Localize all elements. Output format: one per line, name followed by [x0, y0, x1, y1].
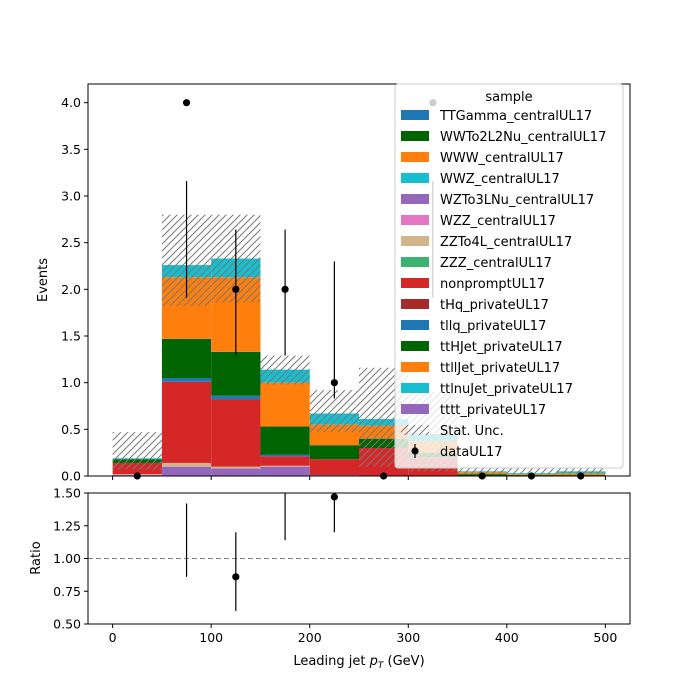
- ratio-y-tick-label: 0.50: [53, 617, 81, 632]
- ratio-point: [232, 573, 240, 581]
- x-axis-label: Leading jet pT (GeV): [293, 654, 424, 671]
- stat-unc-band-bin-0: [112, 432, 162, 470]
- bar-ZZTo4L_centralUL17-bin-1: [161, 462, 212, 467]
- stat-unc-band-bin-8: [506, 468, 557, 475]
- legend-label: ttHJet_privateUL17: [440, 340, 563, 355]
- stat-unc-band-bin-3: [260, 355, 310, 385]
- y-tick-label: 2.5: [61, 235, 81, 250]
- x-tick-label: 200: [298, 630, 322, 645]
- y-tick-label: 3.5: [61, 142, 81, 157]
- legend-label: tllq_privateUL17: [440, 319, 546, 334]
- y-tick-label: 0.0: [61, 469, 81, 484]
- x-tick-label: 400: [495, 630, 519, 645]
- bar-ttllJet_privateUL17-bin-3: [260, 382, 310, 427]
- legend-label: WWTo2L2Nu_centralUL17: [440, 130, 606, 145]
- y-tick-label: 1.5: [61, 329, 81, 344]
- x-tick-label: 0: [109, 630, 117, 645]
- bar-tllq_privateUL17-bin-2: [211, 395, 261, 400]
- legend-data-marker: [411, 447, 419, 455]
- bar-nonpromptUL17-bin-4: [309, 459, 359, 476]
- ratio-y-tick-label: 1.00: [53, 551, 81, 566]
- ratio-y-tick-label: 0.75: [53, 584, 81, 599]
- legend-box: [394, 83, 624, 469]
- x-tick-label: 100: [199, 630, 223, 645]
- bar-WZTo3LNu_centralUL17-bin-2: [211, 468, 261, 476]
- legend-swatch: [401, 110, 429, 120]
- y-tick-label: 3.0: [61, 189, 81, 204]
- legend-label: ttlnuJet_privateUL17: [440, 382, 573, 397]
- legend-swatch: [401, 299, 429, 309]
- legend-swatch: [401, 131, 429, 141]
- legend-label: tHq_privateUL17: [440, 298, 549, 313]
- legend-label: TTGamma_centralUL17: [439, 109, 592, 124]
- bar-nonpromptUL17-bin-2: [211, 399, 261, 467]
- legend-swatch: [401, 404, 429, 414]
- stat-unc-band-bin-9: [556, 468, 606, 475]
- legend-label: nonpromptUL17: [440, 277, 545, 292]
- legend-swatch: [401, 215, 429, 225]
- bar-ZZTo4L_centralUL17-bin-2: [211, 466, 261, 469]
- y-tick-label: 2.0: [61, 282, 81, 297]
- legend-swatch-stat-unc: [401, 425, 429, 435]
- ratio-panel: 0.50 0.75 1.00 1.25 1.50 0 100 200 300 400 500: [53, 486, 631, 645]
- legend-label: WZZ_centralUL17: [440, 214, 556, 229]
- bar-WZTo3LNu_centralUL17-bin-3: [260, 466, 310, 476]
- data-point: [330, 379, 338, 387]
- legend-label: ZZTo4L_centralUL17: [440, 235, 572, 250]
- bar-WZTo3LNu_centralUL17-bin-1: [161, 466, 212, 476]
- ratio-y-axis-label: Ratio: [29, 541, 44, 574]
- bar-tllq_privateUL17-bin-3: [260, 454, 310, 457]
- legend-swatch: [401, 236, 429, 246]
- legend-label: WWW_centralUL17: [440, 151, 564, 166]
- legend-label-data: dataUL17: [440, 445, 503, 460]
- stat-unc-band-bin-7: [457, 466, 507, 475]
- legend-label: ZZZ_centralUL17: [440, 256, 552, 271]
- legend-swatch: [401, 194, 429, 204]
- legend-label: tttt_privateUL17: [440, 403, 546, 418]
- y-tick-label: 0.5: [61, 422, 81, 437]
- legend-swatch: [401, 320, 429, 330]
- ratio-point: [330, 493, 338, 501]
- legend-label: ttllJet_privateUL17: [440, 361, 560, 376]
- legend-label: WZTo3LNu_centralUL17: [440, 193, 594, 208]
- legend-swatch: [401, 278, 429, 288]
- legend-label: WWZ_centralUL17: [440, 172, 560, 187]
- legend-swatch: [401, 257, 429, 267]
- legend-swatch: [401, 362, 429, 372]
- legend-swatch: [401, 152, 429, 162]
- legend-label-stat-unc: Stat. Unc.: [440, 424, 504, 439]
- x-tick-label: 300: [396, 630, 420, 645]
- y-axis-label: Events: [36, 258, 51, 302]
- y-tick-label: 4.0: [61, 95, 81, 110]
- legend-swatch: [401, 173, 429, 183]
- bar-tllq_privateUL17-bin-1: [161, 378, 212, 382]
- bar-ttHJet_privateUL17-bin-1: [161, 338, 212, 378]
- data-point: [232, 285, 240, 293]
- bar-ttHJet_privateUL17-bin-3: [260, 426, 310, 455]
- ratio-y-tick-label: 1.25: [53, 518, 81, 533]
- bar-ttHJet_privateUL17-bin-4: [309, 445, 359, 460]
- legend-swatch: [401, 383, 429, 393]
- main-frame: [87, 83, 631, 477]
- legend-title: sample: [485, 90, 532, 105]
- bar-nonpromptUL17-bin-1: [161, 381, 212, 463]
- bar-nonpromptUL17-bin-3: [260, 456, 310, 466]
- data-point: [281, 285, 289, 293]
- legend-swatch: [401, 341, 429, 351]
- legend: sample TTGamma_centralUL17 WWTo2L2Nu_cent…: [394, 83, 624, 469]
- bar-ttHJet_privateUL17-bin-2: [211, 351, 261, 396]
- y-tick-label: 1.0: [61, 375, 81, 390]
- data-point: [182, 99, 191, 107]
- bar-ZZTo4L_centralUL17-bin-3: [260, 465, 310, 467]
- ratio-y-tick-label: 1.50: [53, 486, 81, 501]
- x-tick-label: 500: [593, 630, 617, 645]
